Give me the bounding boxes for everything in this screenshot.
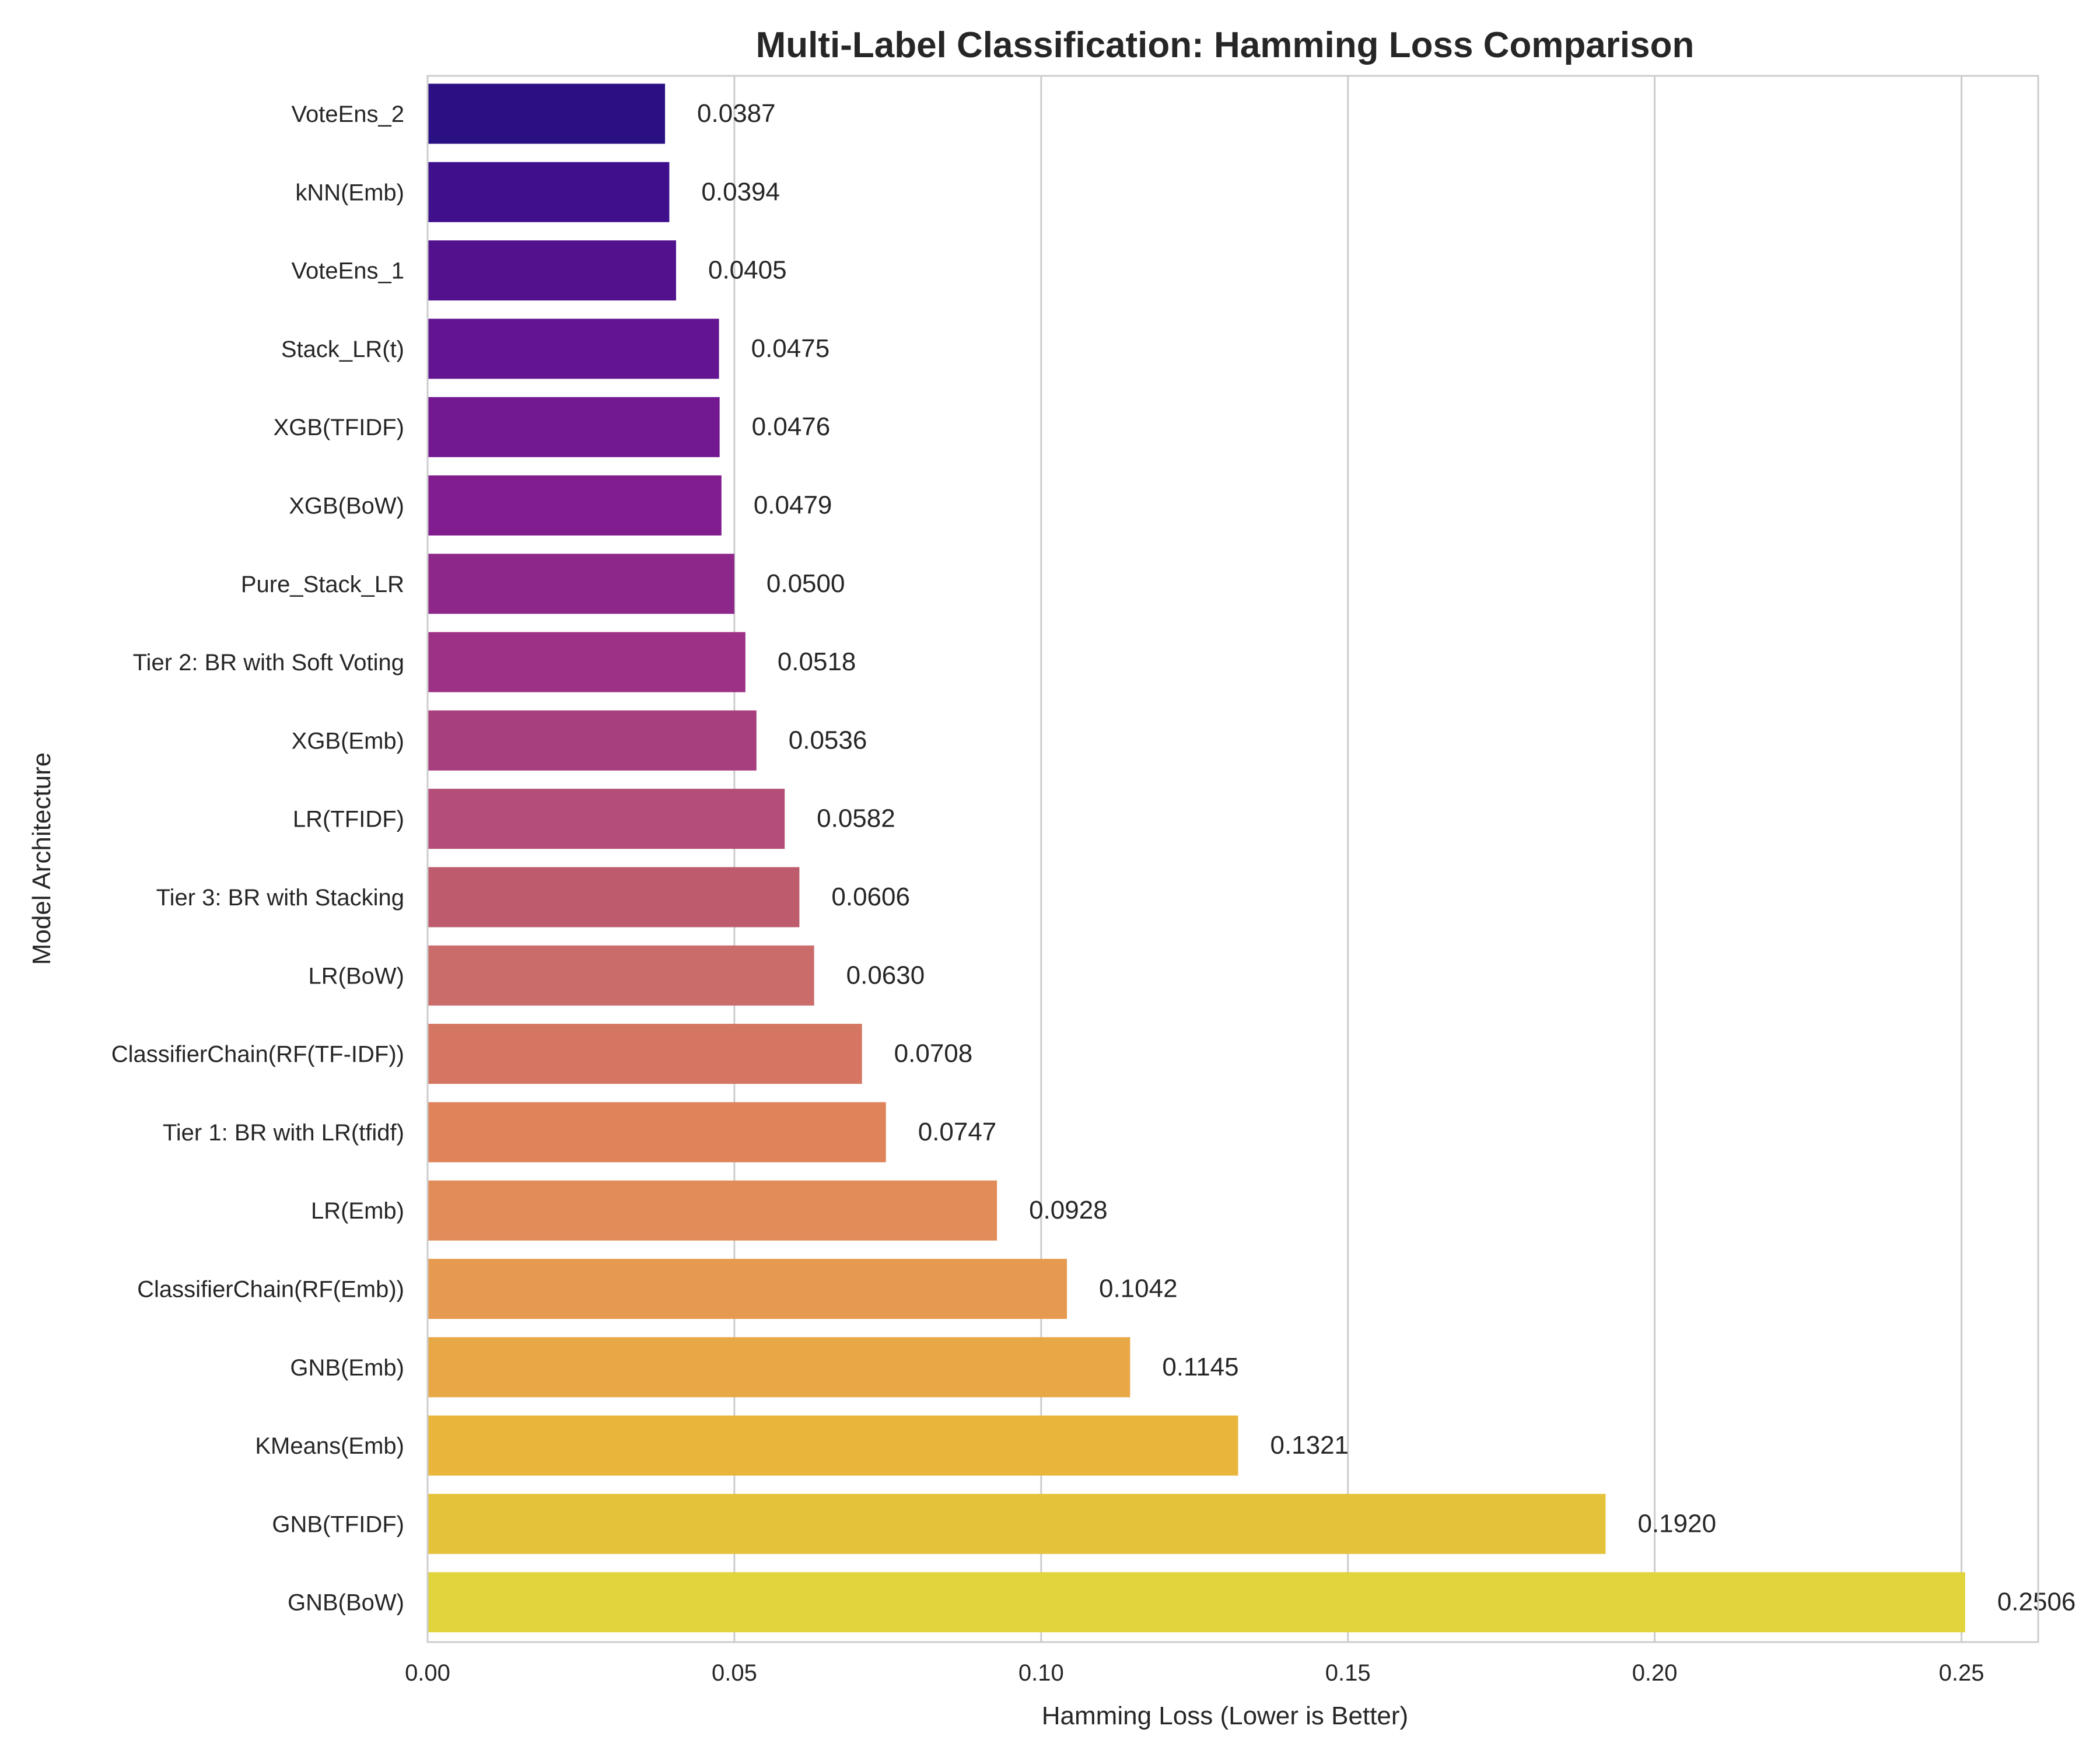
y-tick-label: Tier 3: BR with Stacking	[156, 885, 404, 911]
bar-value-label: 0.0536	[789, 726, 867, 754]
x-tick-label: 0.25	[1939, 1660, 1985, 1686]
bar-value-label: 0.1145	[1162, 1353, 1238, 1381]
y-tick-label: Pure_Stack_LR	[241, 572, 404, 597]
y-tick-label: GNB(Emb)	[290, 1355, 404, 1381]
x-tick-label: 0.20	[1632, 1660, 1678, 1686]
bar-value-label: 0.0928	[1029, 1196, 1108, 1224]
y-tick-label: LR(Emb)	[311, 1198, 404, 1224]
y-tick-label: kNN(Emb)	[295, 180, 404, 205]
data-labels: 0.0387 0.0394 0.0405 0.0475 0.0476 0.0479 0.05…	[697, 99, 2076, 1616]
bar-value-label: 0.1042	[1099, 1275, 1178, 1303]
bar	[428, 945, 814, 1006]
bar-value-label: 0.2506	[1997, 1588, 2076, 1616]
x-tick-label: 0.00	[405, 1660, 450, 1686]
bar-value-label: 0.0582	[817, 804, 895, 833]
bar	[428, 1572, 1965, 1633]
y-tick-label: VoteEns_2	[292, 102, 405, 127]
bar	[428, 554, 734, 614]
bar	[428, 162, 670, 222]
bar-value-label: 0.0387	[697, 99, 776, 128]
bar-value-label: 0.0606	[831, 883, 910, 911]
bar	[428, 240, 676, 301]
y-tick-label: Stack_LR(t)	[281, 337, 404, 362]
y-tick-label: GNB(TFIDF)	[272, 1511, 404, 1537]
y-tick-label: GNB(BoW)	[288, 1590, 404, 1616]
bar	[428, 1259, 1067, 1319]
y-axis-label: Model Architecture	[27, 752, 56, 965]
bar-value-label: 0.0476	[752, 412, 831, 441]
y-tick-label: XGB(TFIDF)	[274, 415, 404, 440]
y-tick-label: ClassifierChain(RF(Emb))	[137, 1277, 404, 1303]
bar-value-label: 0.0500	[766, 569, 845, 598]
y-tick-label: ClassifierChain(RF(TF-IDF))	[111, 1042, 404, 1068]
bar-value-label: 0.0747	[918, 1118, 997, 1146]
y-tick-label: KMeans(Emb)	[255, 1433, 404, 1459]
bar-value-label: 0.0479	[754, 491, 832, 520]
x-tick-labels: 0.00 0.05 0.10 0.15 0.20 0.25	[405, 1660, 1984, 1686]
bar-value-label: 0.1920	[1637, 1509, 1716, 1538]
x-tick-label: 0.05	[712, 1660, 757, 1686]
y-tick-label: LR(TFIDF)	[293, 807, 404, 832]
bar	[428, 1180, 998, 1241]
bar	[428, 1102, 886, 1163]
bar	[428, 632, 746, 692]
x-axis-label: Hamming Loss (Lower is Better)	[1042, 1702, 1408, 1730]
bar	[428, 1493, 1606, 1554]
y-tick-label: XGB(Emb)	[292, 728, 404, 754]
y-tick-label: XGB(BoW)	[289, 494, 404, 519]
bar-value-label: 0.1321	[1270, 1431, 1349, 1460]
bar	[428, 867, 800, 928]
bar	[428, 1024, 862, 1084]
y-tick-label: Tier 1: BR with LR(tfidf)	[163, 1120, 404, 1146]
bar-value-label: 0.0475	[751, 334, 830, 363]
bar	[428, 789, 785, 849]
y-tick-label: Tier 2: BR with Soft Voting	[133, 650, 404, 676]
bar	[428, 1415, 1238, 1476]
bar	[428, 397, 720, 457]
bar-value-label: 0.0630	[846, 961, 925, 989]
bar	[428, 475, 722, 536]
bar	[428, 318, 719, 379]
bar-value-label: 0.0518	[778, 648, 856, 676]
y-tick-label: LR(BoW)	[309, 963, 404, 989]
bar	[428, 710, 757, 771]
gridlines	[426, 76, 1963, 1642]
plot-frame	[426, 75, 2039, 1643]
chart-title: Multi-Label Classification: Hamming Loss…	[756, 25, 1695, 65]
bar-value-label: 0.0394	[701, 177, 780, 206]
x-tick-label: 0.15	[1325, 1660, 1371, 1686]
x-tick-label: 0.10	[1019, 1660, 1064, 1686]
bar-value-label: 0.0405	[708, 256, 787, 285]
bar-value-label: 0.0708	[894, 1040, 973, 1068]
y-tick-labels: VoteEns_2 kNN(Emb) VoteEns_1 Stack_LR(t) XGB…	[111, 102, 404, 1616]
y-tick-label: VoteEns_1	[292, 258, 405, 284]
bar	[428, 83, 666, 144]
bar	[428, 1337, 1130, 1398]
bars	[428, 83, 1965, 1633]
